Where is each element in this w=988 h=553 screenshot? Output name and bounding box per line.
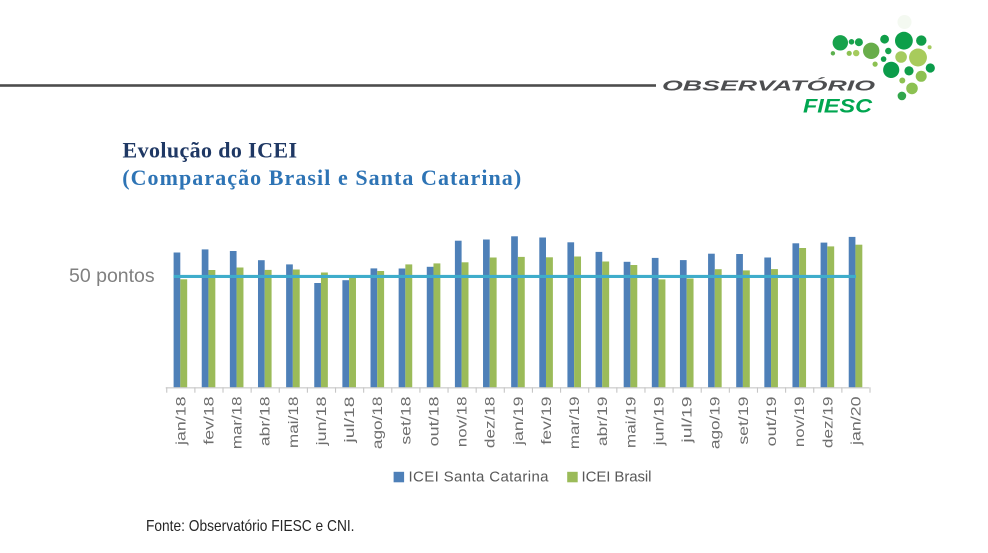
svg-text:ago/19: ago/19 [707,396,723,449]
svg-text:fev/19: fev/19 [538,396,554,444]
svg-text:jun/19: jun/19 [650,396,666,446]
svg-text:mai/19: mai/19 [622,396,638,448]
svg-text:OBSERVATÓRIO: OBSERVATÓRIO [662,77,876,95]
svg-text:nov/18: nov/18 [454,396,470,447]
svg-text:ICEI Santa Catarina: ICEI Santa Catarina [409,469,550,486]
svg-text:set/18: set/18 [397,396,413,444]
svg-text:mar/19: mar/19 [566,396,582,449]
svg-text:mai/18: mai/18 [285,396,301,448]
svg-text:ICEI Brasil: ICEI Brasil [582,469,652,486]
svg-text:FIESC: FIESC [803,95,873,117]
svg-text:ago/18: ago/18 [369,396,385,449]
svg-text:nov/19: nov/19 [791,396,807,447]
svg-text:mar/18: mar/18 [229,396,245,449]
svg-text:jul/18: jul/18 [341,396,357,444]
svg-text:dez/19: dez/19 [819,396,835,448]
svg-text:dez/18: dez/18 [482,396,498,448]
svg-text:jun/18: jun/18 [313,396,329,446]
svg-text:out/18: out/18 [425,396,441,446]
svg-text:Evolução do ICEI: Evolução do ICEI [123,138,298,163]
svg-text:out/19: out/19 [763,396,779,446]
svg-text:jan/19: jan/19 [510,396,526,446]
svg-text:jan/20: jan/20 [847,396,863,446]
svg-text:abr/18: abr/18 [257,396,273,446]
svg-text:set/19: set/19 [735,396,751,444]
svg-text:jul/19: jul/19 [679,396,695,444]
svg-text:abr/19: abr/19 [594,396,610,446]
svg-text:Fonte: Observatório FIESC e CN: Fonte: Observatório FIESC e CNI. [146,518,355,535]
svg-text:(Comparação Brasil e Santa Cat: (Comparação Brasil e Santa Catarina) [122,165,521,190]
svg-text:fev/18: fev/18 [200,396,216,444]
svg-text:50 pontos: 50 pontos [69,265,155,287]
svg-text:jan/18: jan/18 [172,396,188,446]
